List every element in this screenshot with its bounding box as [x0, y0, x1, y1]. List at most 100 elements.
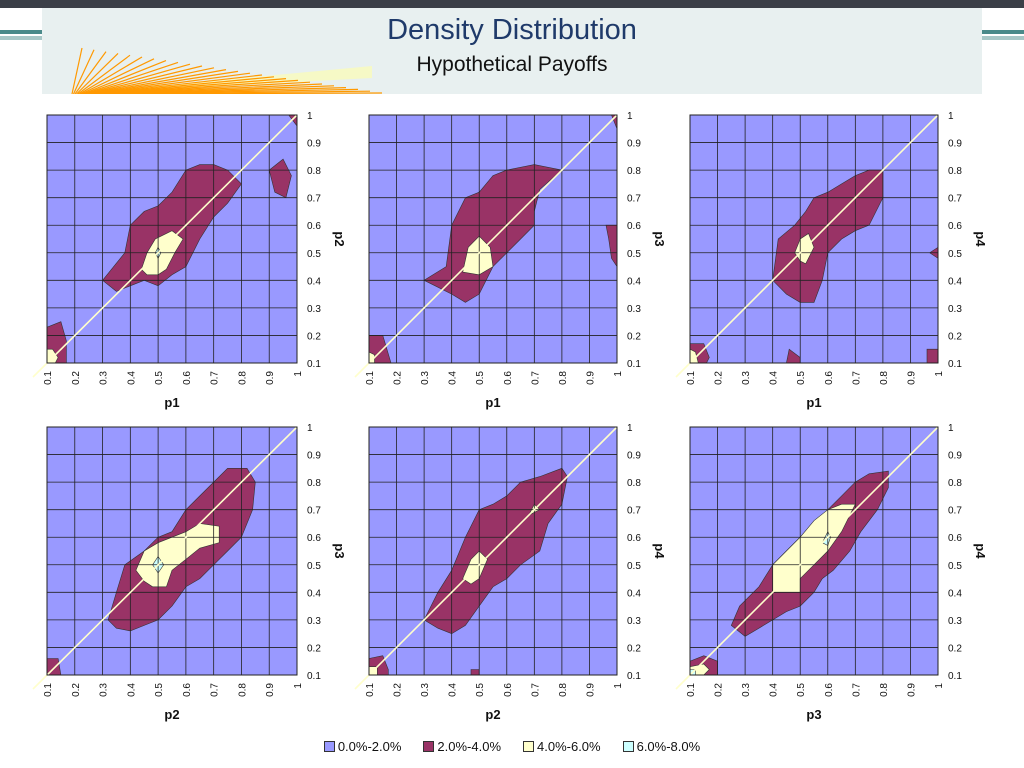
- x-tick-label: 0.1: [43, 683, 54, 697]
- x-tick-label: 0.4: [769, 683, 780, 697]
- x-tick-label: 1: [613, 371, 624, 377]
- x-tick-label: 0.4: [448, 371, 459, 385]
- density-region: [369, 351, 375, 363]
- diagonal-line: [32, 426, 298, 690]
- x-tick-label: 0.9: [585, 683, 596, 697]
- y-tick-label: 0.1: [948, 359, 962, 370]
- density-chart-5: 0.10.20.30.40.50.60.70.80.910.1 0.2 0.3 0.4…: [354, 423, 667, 722]
- x-tick-label: 1: [613, 683, 624, 689]
- y-tick-label: 1: [627, 111, 633, 122]
- x-tick-label: 0.9: [906, 371, 917, 385]
- x-tick-label: 0.4: [448, 683, 459, 697]
- plot-border: [689, 114, 939, 364]
- header-ray: [88, 67, 215, 94]
- x-tick-label: 0.6: [824, 683, 835, 697]
- x-tick-label: 0.6: [503, 683, 514, 697]
- top-bar: [0, 0, 1024, 8]
- y-tick-label: 0.2: [307, 643, 321, 654]
- y-tick-label: 0.3: [627, 304, 641, 315]
- x-tick-label: 0.7: [210, 371, 221, 385]
- y-tick-label: 0.8: [948, 166, 962, 177]
- x-tick-label: 0.1: [43, 371, 54, 385]
- legend-label-0: 0.0%-2.0%: [337, 739, 402, 754]
- y-tick-label: 0.9: [627, 451, 641, 462]
- x-tick-label: 0.2: [71, 371, 82, 385]
- y-tick-label: 1: [627, 423, 633, 434]
- header-ray: [71, 47, 83, 94]
- slide-subtitle: Hypothetical Payoffs: [416, 53, 608, 76]
- header-ray: [85, 63, 191, 94]
- y-tick-label: 1: [307, 111, 313, 122]
- y-tick-label: 0.5: [948, 561, 962, 572]
- density-region: [926, 348, 938, 363]
- y-tick-label: 0.7: [627, 194, 641, 205]
- legend-label-1: 2.0%-4.0%: [437, 739, 501, 754]
- x-tick-label: 0.3: [741, 371, 752, 385]
- y-tick-label: 0.7: [627, 506, 641, 517]
- x-tick-label: 0.8: [879, 683, 890, 697]
- x-tick-label: 0.3: [741, 683, 752, 697]
- x-tick-label: 0.8: [237, 683, 248, 697]
- y-tick-label: 1: [307, 423, 313, 434]
- plot-border: [368, 426, 618, 676]
- plot-border: [46, 114, 298, 364]
- header-ray: [74, 51, 107, 94]
- y-tick-label: 0.9: [307, 451, 321, 462]
- y-tick-label: 0.3: [307, 304, 321, 315]
- legend-label-3: 6.0%-8.0%: [636, 739, 701, 754]
- x-tick-label: 0.4: [126, 683, 137, 697]
- y-tick-label: 0.6: [627, 221, 641, 232]
- y-tick-label: 0.5: [307, 561, 321, 572]
- density-chart-4: 0.10.20.30.40.50.60.70.80.910.1 0.2 0.3 0.4…: [32, 423, 347, 722]
- y-tick-label: 0.8: [307, 166, 321, 177]
- y-tick-label: 0.1: [627, 359, 641, 370]
- legend-item-0: 0.0%-2.0%: [323, 739, 402, 754]
- y-axis-label: p3: [652, 231, 667, 246]
- y-tick-label: 0.5: [627, 561, 641, 572]
- x-tick-label: 0.3: [99, 371, 110, 385]
- x-tick-label: 0.5: [154, 683, 165, 697]
- y-tick-label: 0.3: [627, 616, 641, 627]
- y-tick-label: 0.5: [307, 249, 321, 260]
- plot-border: [368, 114, 618, 364]
- diagonal-line: [354, 114, 618, 378]
- y-tick-label: 0.2: [948, 331, 962, 342]
- y-tick-label: 0.1: [307, 671, 321, 682]
- x-tick-label: 0.9: [265, 683, 276, 697]
- diagonal-line: [675, 114, 939, 378]
- y-tick-label: 0.3: [948, 304, 962, 315]
- x-tick-label: 0.9: [585, 371, 596, 385]
- header-ray: [94, 74, 263, 94]
- legend-item-2: 4.0%-6.0%: [523, 739, 601, 754]
- header-ray: [91, 70, 239, 94]
- density-chart-1: 0.10.20.30.40.50.60.70.80.910.1 0.2 0.3 0.4…: [32, 111, 347, 410]
- density-region: [772, 503, 856, 593]
- y-tick-label: 0.2: [627, 643, 641, 654]
- x-tick-label: 0.4: [126, 371, 137, 385]
- x-axis-label: p1: [164, 395, 179, 410]
- x-axis-label: p1: [806, 395, 821, 410]
- density-regions: [369, 427, 617, 675]
- density-region: [268, 158, 292, 199]
- x-axis-label: p3: [806, 707, 821, 722]
- y-tick-label: 0.2: [948, 643, 962, 654]
- x-tick-label: 0.3: [420, 371, 431, 385]
- y-tick-label: 0.8: [948, 478, 962, 489]
- x-tick-label: 0.5: [475, 371, 486, 385]
- y-tick-label: 0.1: [307, 359, 321, 370]
- x-tick-label: 0.7: [851, 683, 862, 697]
- density-region: [690, 348, 699, 363]
- x-tick-label: 1: [293, 371, 304, 377]
- x-tick-label: 1: [293, 683, 304, 689]
- legend-item-1: 2.0%-4.0%: [423, 739, 501, 754]
- x-tick-label: 0.8: [558, 371, 569, 385]
- y-tick-label: 0.4: [307, 588, 321, 599]
- y-tick-label: 0.8: [627, 478, 641, 489]
- y-tick-label: 0.1: [627, 671, 641, 682]
- diagonal-line: [675, 426, 939, 690]
- header-ray: [72, 49, 95, 94]
- plot-border: [46, 426, 298, 676]
- x-tick-label: 0.8: [879, 371, 890, 385]
- x-tick-label: 0.5: [475, 683, 486, 697]
- legend-swatch-2: [523, 741, 534, 752]
